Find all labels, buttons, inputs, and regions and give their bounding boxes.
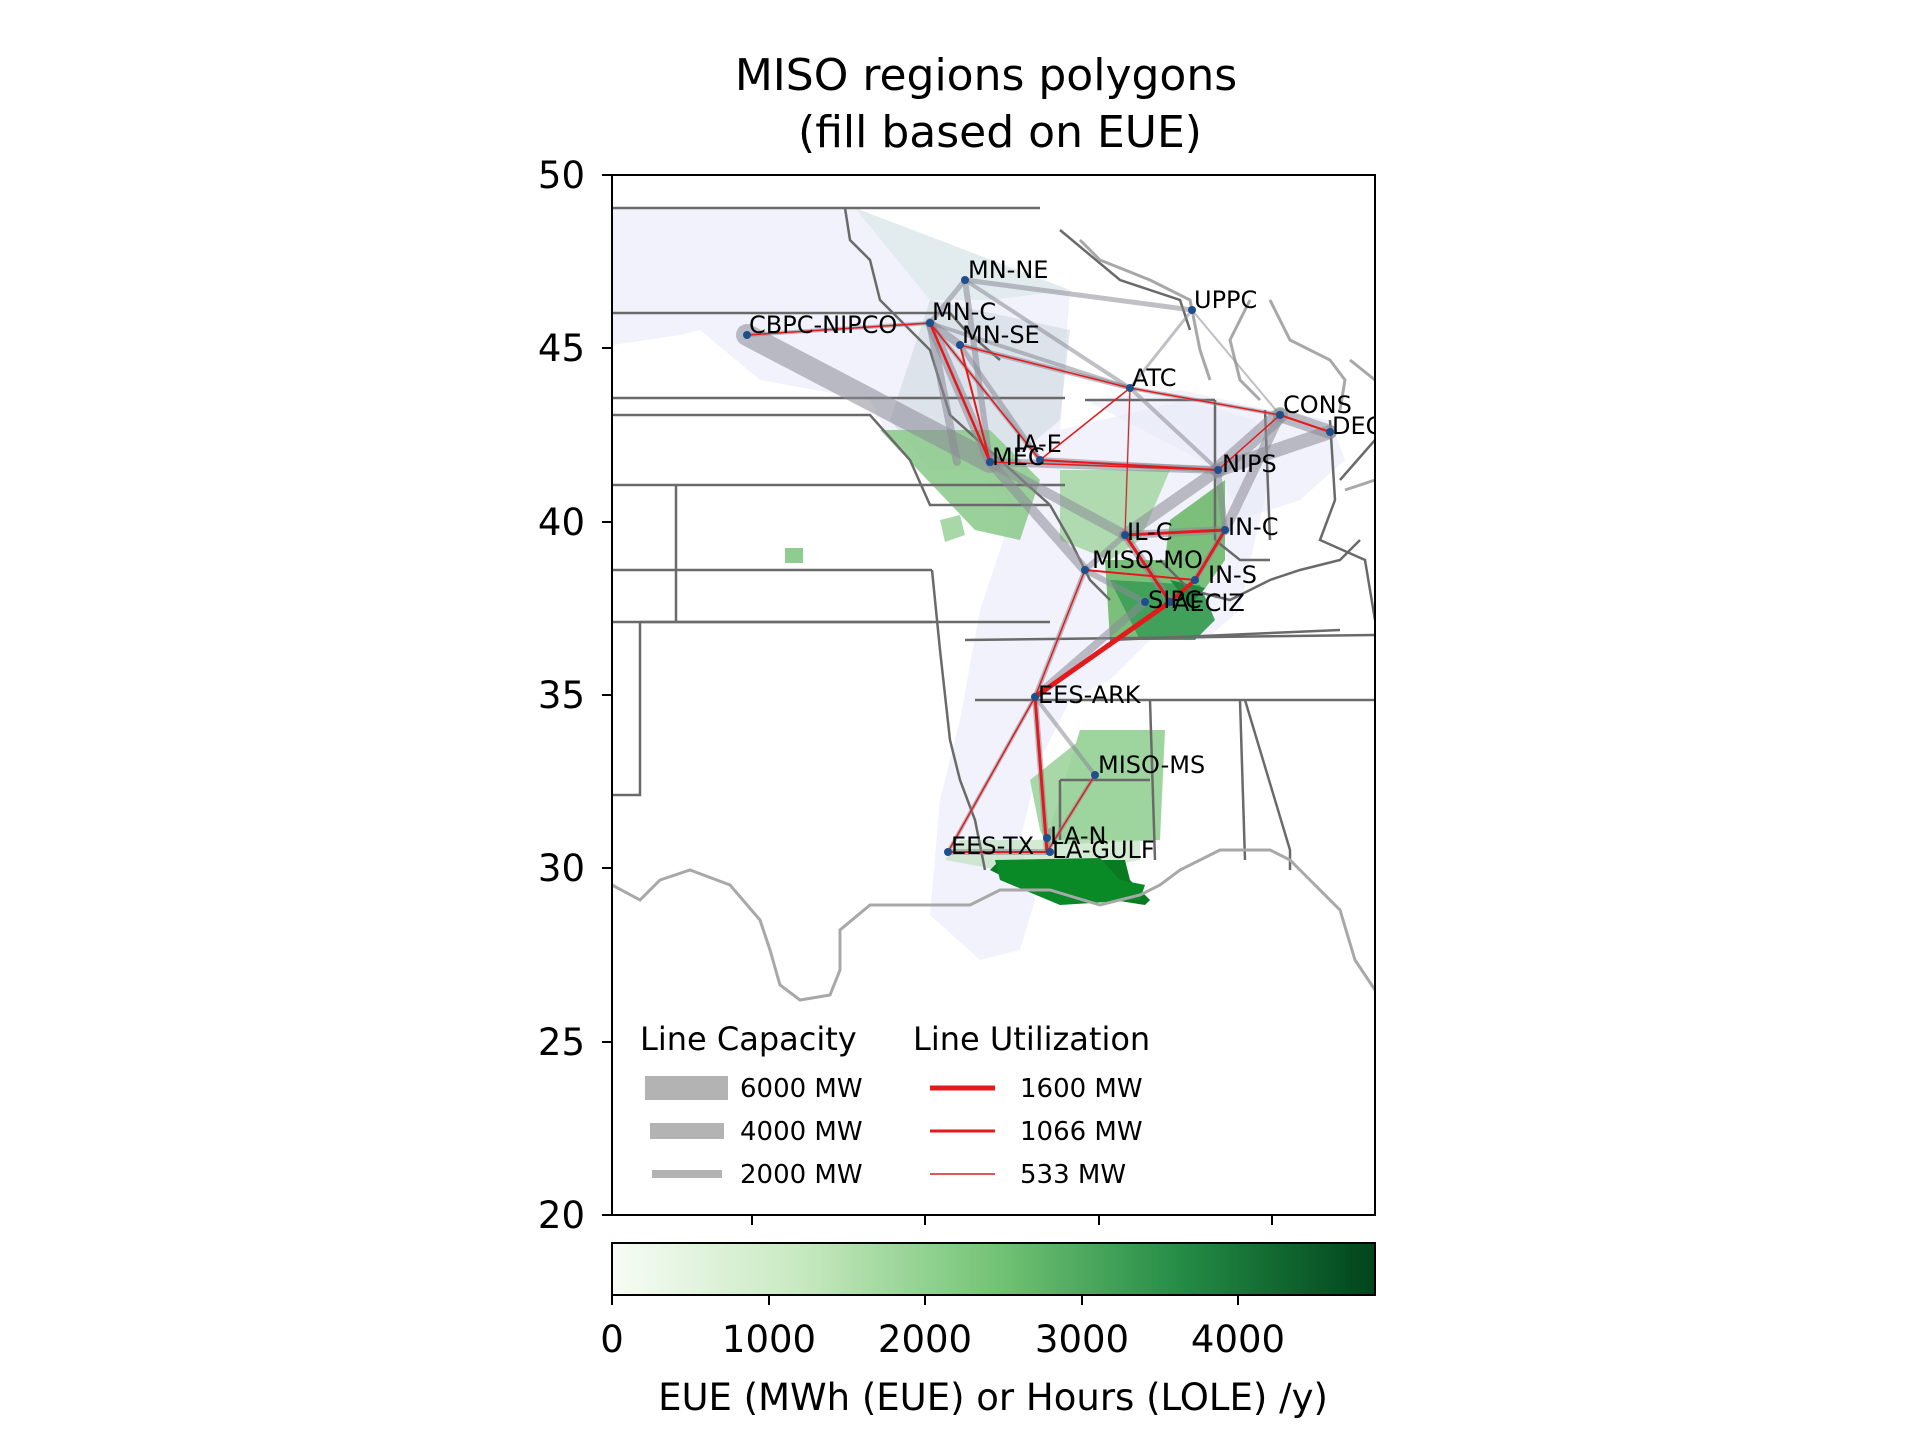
- region-mn-ne: [855, 208, 1070, 300]
- colorbar-tick-label: 3000: [1035, 1318, 1129, 1361]
- node-label: AECIZ: [1173, 589, 1245, 617]
- node-label: MN-NE: [968, 256, 1048, 284]
- node-label: MISO-MS: [1098, 751, 1205, 779]
- y-tick-label: 20: [538, 1194, 585, 1237]
- y-tick-labels: 50 45 40 35 30 25 20: [538, 154, 585, 1237]
- node-label: UPPC: [1194, 286, 1257, 314]
- y-tick-label: 45: [538, 327, 585, 370]
- x-axis-ticks: [751, 1215, 1273, 1225]
- chart-title-line2: (fill based on EUE): [798, 107, 1202, 158]
- y-axis: [602, 174, 612, 1216]
- state-boundaries: [612, 206, 1375, 871]
- utilization-lines: [746, 321, 1331, 854]
- node-label: IA-E: [1015, 430, 1062, 458]
- y-tick-label: 25: [538, 1021, 585, 1064]
- colorbar-tick-label: 2000: [878, 1318, 972, 1361]
- node-labels: MN-NE UPPC MN-C CBPC-NIPCO MN-SE ATC CON…: [749, 256, 1401, 864]
- legend: Line Capacity Line Utilization 6000 MW 4…: [640, 1020, 1150, 1190]
- y-tick-label: 50: [538, 154, 585, 197]
- node-label: MISO-MO: [1092, 546, 1203, 574]
- node-label: EES-TX: [951, 832, 1034, 860]
- node-label: CBPC-NIPCO: [749, 311, 897, 339]
- y-tick-label: 35: [538, 674, 585, 717]
- node-label: MEC: [992, 443, 1045, 471]
- colorbar: 0 1000 2000 3000 4000 EUE (MWh (EUE) or …: [600, 1242, 1376, 1419]
- legend-capacity-label: 2000 MW: [740, 1160, 863, 1190]
- legend-utilization-title: Line Utilization: [913, 1020, 1150, 1058]
- legend-utilization-label: 1600 MW: [1020, 1074, 1143, 1104]
- chart-title-line1: MISO regions polygons: [735, 50, 1237, 101]
- colorbar-tick-label: 4000: [1191, 1318, 1285, 1361]
- legend-utilization-label: 533 MW: [1020, 1160, 1126, 1190]
- node-label: NIPS: [1222, 450, 1277, 478]
- node-label: MN-C: [932, 298, 996, 326]
- legend-utilization-label: 1066 MW: [1020, 1117, 1143, 1147]
- node-label: MN-SE: [962, 321, 1040, 349]
- node-label: IN-S: [1208, 561, 1257, 589]
- node-label: IN-C: [1228, 513, 1278, 541]
- colorbar-gradient: [611, 1242, 1376, 1296]
- legend-capacity-title: Line Capacity: [640, 1020, 857, 1058]
- node-label: EES-ARK: [1038, 681, 1142, 709]
- y-tick-label: 40: [538, 501, 585, 544]
- y-tick-label: 30: [538, 847, 585, 890]
- node-label: SIPC: [1148, 586, 1202, 614]
- coastline: [612, 238, 1375, 1002]
- colorbar-label: EUE (MWh (EUE) or Hours (LOLE) /y): [658, 1376, 1328, 1419]
- node-label: LA-N: [1050, 822, 1106, 850]
- node-label: LA-GULF: [1052, 836, 1155, 864]
- node-markers: [743, 276, 1334, 856]
- legend-capacity-label: 6000 MW: [740, 1074, 863, 1104]
- colorbar-tick-label: 0: [600, 1318, 624, 1361]
- map-area: MN-NE UPPC MN-C CBPC-NIPCO MN-SE ATC CON…: [612, 175, 1401, 1215]
- legend-capacity-label: 4000 MW: [740, 1117, 863, 1147]
- node-label: ATC: [1132, 364, 1177, 392]
- node-label: DECO: [1332, 412, 1401, 440]
- node-label: CONS: [1283, 391, 1352, 419]
- node-label: IL-C: [1127, 518, 1172, 546]
- colorbar-tick-label: 1000: [722, 1318, 816, 1361]
